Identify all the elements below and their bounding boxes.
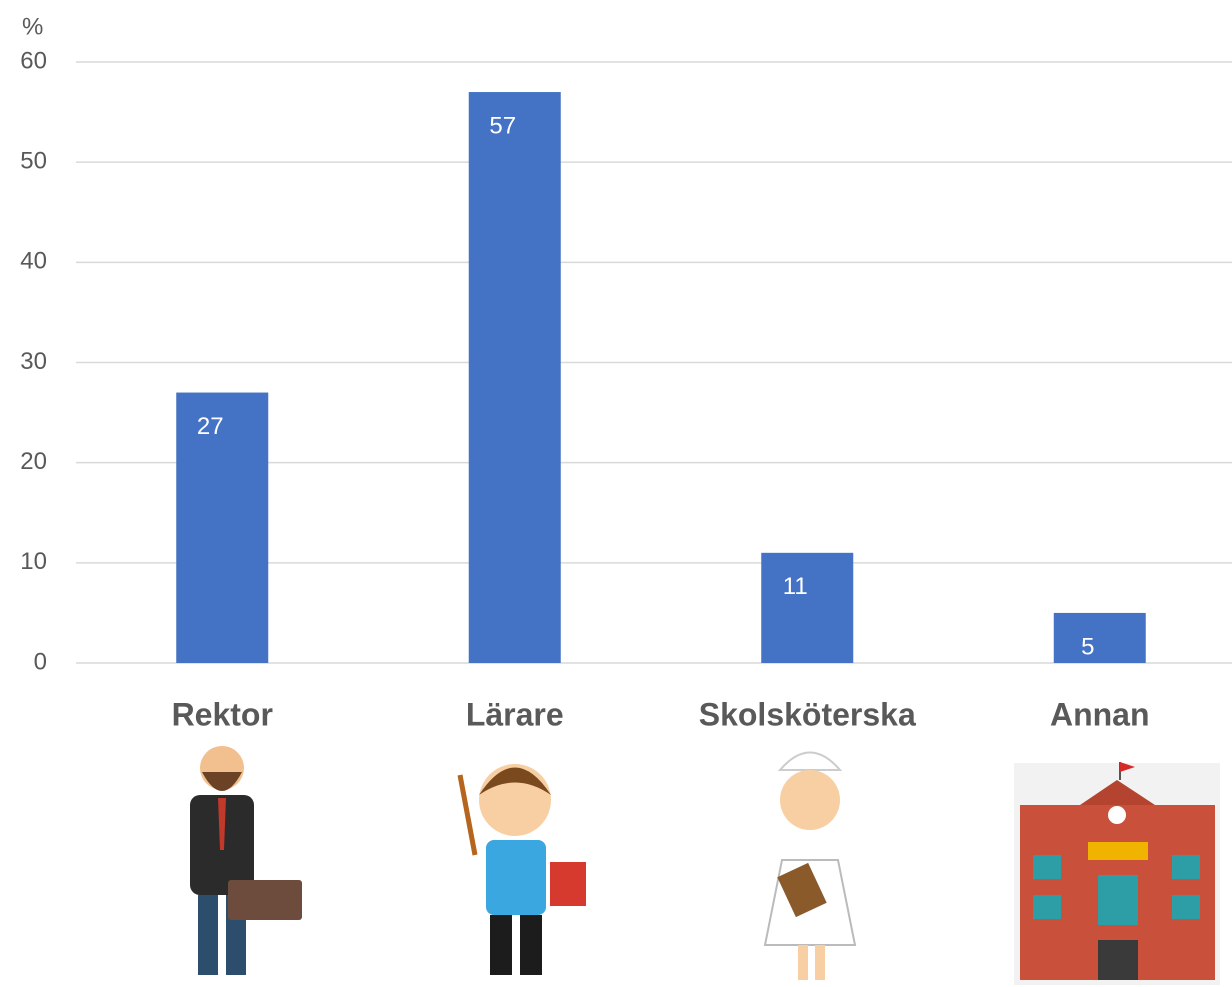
x-tick-label: Rektor <box>172 696 273 732</box>
x-tick-label: Annan <box>1050 696 1150 732</box>
y-tick-label: 30 <box>20 348 47 375</box>
bar <box>761 552 854 663</box>
y-tick-label: 0 <box>34 648 47 675</box>
y-tick-label: 50 <box>20 148 47 175</box>
principal-illustration <box>190 746 302 975</box>
x-tick-label: Lärare <box>466 696 564 732</box>
data-label: 57 <box>489 112 516 139</box>
teacher-illustration <box>457 764 586 975</box>
plot-area: 0 10 20 30 40 50 60 Rektor 27 Lärare 57 Skolsköters… <box>20 47 1232 732</box>
data-label: 11 <box>783 573 808 600</box>
bar <box>1053 612 1146 663</box>
y-tick-label: 40 <box>20 248 47 275</box>
bar <box>176 392 269 663</box>
y-tick-label: 10 <box>20 548 47 575</box>
x-tick-label: Skolsköterska <box>699 696 916 732</box>
school-illustration <box>1014 762 1220 985</box>
bar <box>468 92 561 664</box>
y-axis-label: % <box>22 13 43 40</box>
nurse-illustration <box>763 751 857 980</box>
data-label: 27 <box>197 413 224 440</box>
data-label: 5 <box>1081 633 1094 660</box>
y-tick-label: 20 <box>20 448 47 475</box>
y-tick-label: 60 <box>20 47 47 74</box>
